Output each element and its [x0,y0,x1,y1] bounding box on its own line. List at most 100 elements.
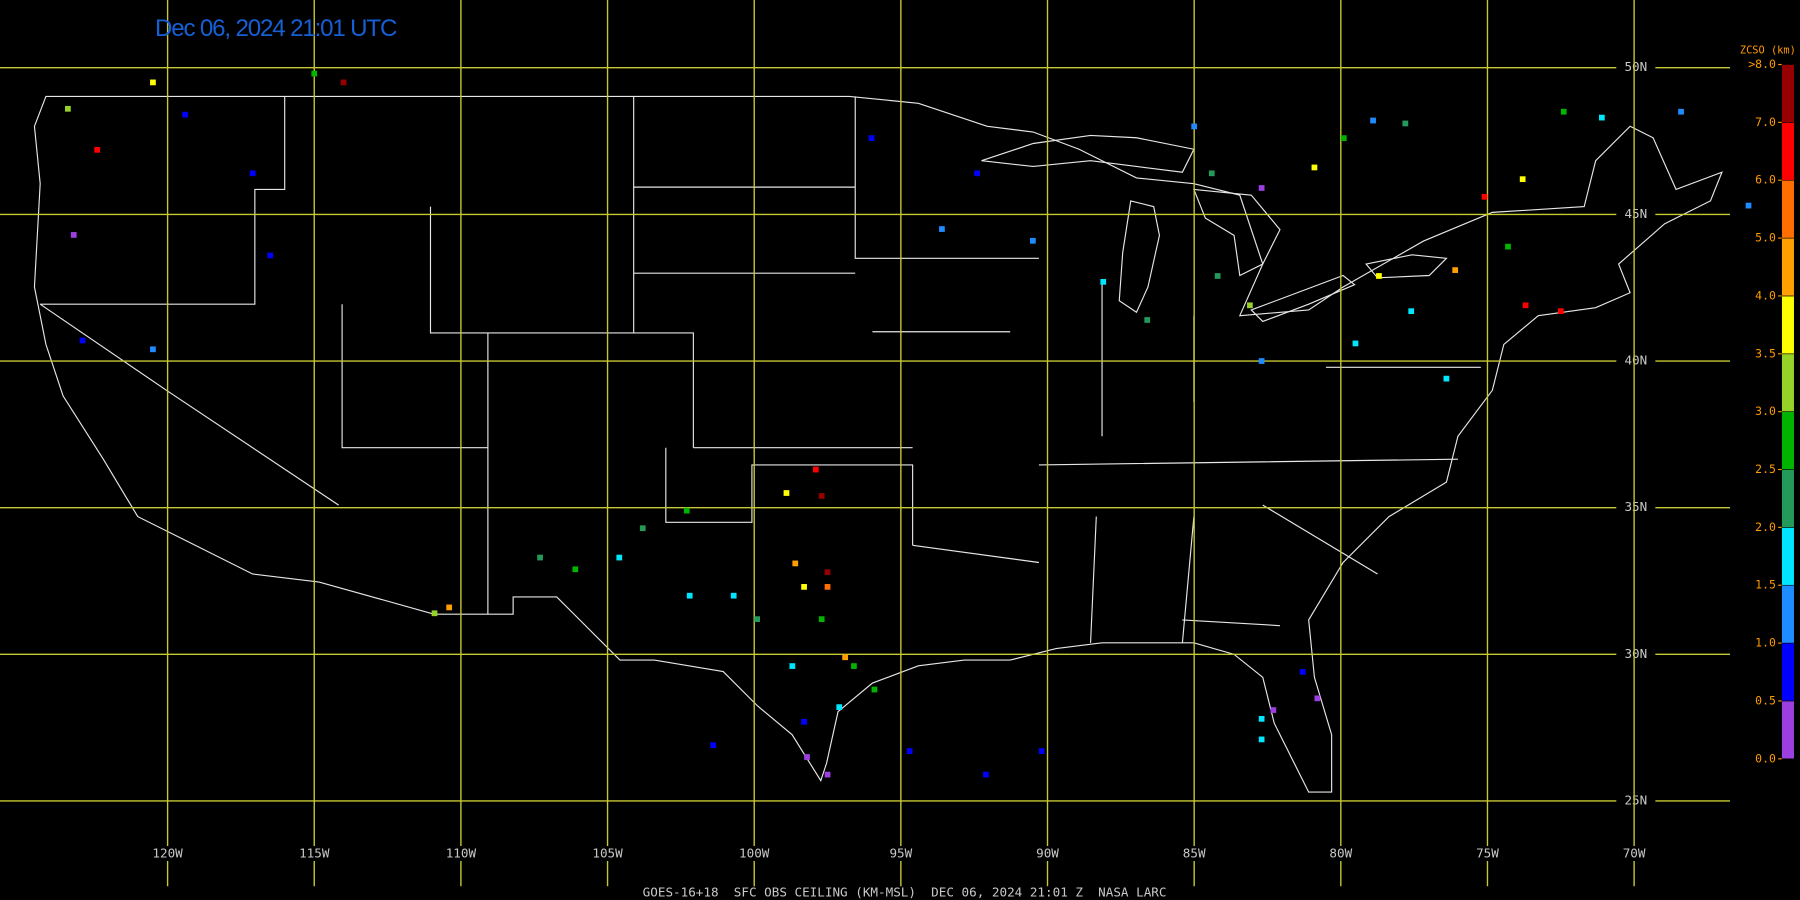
label-background [1616,500,1656,515]
legend-label: 2.0 [1755,520,1776,534]
station-obs [1340,135,1347,141]
map-title: Dec 06, 2024 21:01 UTC [155,15,397,42]
station-obs [1299,669,1306,675]
station-obs [1370,117,1376,124]
station-obs [639,525,646,532]
label-background [731,846,778,861]
station-obs [939,226,945,232]
legend-segment [1781,295,1795,355]
lake-superior [981,134,1195,173]
label-background [1171,846,1218,861]
station-obs [1408,308,1415,315]
longitude-label: 85W [1183,846,1206,861]
label-background [1616,794,1656,808]
station-obs [79,337,86,344]
station-obs [824,584,831,590]
legend-segment [1781,584,1795,644]
label-background [1611,846,1658,861]
station-obs [730,592,737,599]
station-obs [824,569,831,576]
station-obs [1522,302,1529,309]
color-legend: ZCSO (km) 0.0 0.5 1.0 1.5 2.0 2.5 3.0 3.5 4.0 5.0 6… [1740,45,1796,766]
label-background [291,846,338,861]
legend-label: 3.5 [1755,346,1776,360]
station-obs [842,654,849,661]
station-obs [1452,267,1459,273]
station-obs [1144,317,1151,323]
station-obs [1029,237,1036,244]
legend-title: ZCSO (km) [1740,45,1796,57]
station-obs [1557,308,1564,315]
lake-erie [1250,274,1356,323]
station-obs [65,105,71,112]
station-obs [818,493,825,499]
station-obs [871,686,878,693]
latitude-label: 35N [1624,499,1647,514]
station-obs [789,663,796,669]
station-obs [1258,736,1265,743]
station-obs [1247,302,1253,309]
station-obs [311,70,318,77]
station-obs [1481,193,1488,200]
station-obs [812,466,819,473]
legend-segment [1781,527,1795,586]
label-background [437,846,484,861]
legend-segment [1781,237,1795,297]
station-obs [1678,108,1684,115]
legend-label: 1.5 [1755,578,1776,592]
station-obs [1038,748,1045,754]
legend-label: 6.0 [1755,173,1776,187]
label-background [1616,60,1656,75]
lake-huron [1192,188,1281,277]
station-obs [1443,375,1450,382]
station-obs [1519,176,1526,183]
legend-segment [1781,353,1795,412]
station-obs [801,718,807,725]
legend-segment [1781,469,1795,528]
label-background [1616,207,1656,222]
longitude-label: 75W [1476,846,1499,861]
station-obs [818,616,825,623]
station-obs [683,507,690,514]
station-obs [868,135,875,141]
station-obs [710,742,717,749]
state-lines [39,96,1481,643]
station-obs [1745,202,1752,209]
legend-label: 2.5 [1755,462,1776,476]
legend-segment [1781,642,1795,702]
station-obs [1100,278,1107,285]
station-obs [974,170,980,177]
station-obs [801,584,807,590]
station-observations [65,70,1752,778]
station-obs [983,771,989,778]
lake-ontario [1365,254,1448,279]
station-obs [431,610,438,617]
station-obs [1258,358,1265,364]
station-obs [182,111,189,118]
station-obs [754,616,761,623]
legend-label: 3.0 [1755,404,1776,418]
legend-label: 1.0 [1755,636,1776,650]
station-obs [1376,273,1382,279]
label-background [1616,354,1656,368]
station-obs [851,663,857,669]
label-background [1317,846,1364,861]
station-obs [1560,108,1567,115]
longitude-label: 80W [1329,846,1352,861]
longitude-label: 120W [152,846,183,861]
station-obs [1402,120,1409,127]
station-obs [824,771,831,778]
label-background [877,846,924,861]
legend-label: 7.0 [1755,115,1776,129]
legend-label: >8.0 [1748,57,1776,71]
station-obs [836,704,843,711]
longitude-label: 115W [299,846,330,861]
station-obs [783,490,790,496]
station-obs [1311,164,1318,171]
station-obs [249,170,256,177]
legend-segment [1781,700,1795,760]
station-obs [804,754,810,760]
station-obs [1314,695,1321,702]
